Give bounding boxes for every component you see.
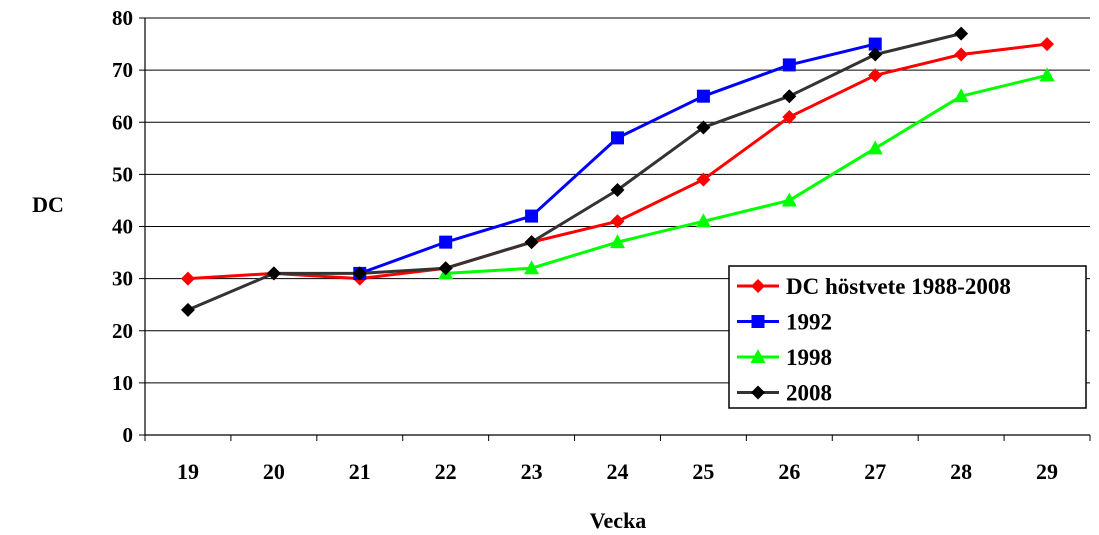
data-point xyxy=(867,140,883,155)
gridlines xyxy=(145,17,1090,384)
data-point xyxy=(696,89,710,103)
y-tick-labels: 0 10 20 30 40 50 60 70 80 xyxy=(112,6,133,447)
data-point xyxy=(438,261,453,276)
y-tick-label: 0 xyxy=(123,423,134,447)
data-point xyxy=(782,110,797,125)
series-dc-h-stvete-1988-2008 xyxy=(180,37,1055,286)
x-tick-label: 27 xyxy=(864,459,886,484)
data-point xyxy=(782,89,797,104)
x-tick-label: 19 xyxy=(177,459,199,484)
data-point xyxy=(953,88,969,103)
series-line xyxy=(445,73,1048,275)
data-point xyxy=(610,214,625,229)
data-point xyxy=(180,302,195,317)
x-tick-label: 24 xyxy=(607,459,629,484)
x-tick-label: 26 xyxy=(778,459,800,484)
data-point xyxy=(180,271,195,286)
x-tick-label: 22 xyxy=(435,459,457,484)
x-tick-label: 23 xyxy=(521,459,543,484)
y-tick-label: 20 xyxy=(112,319,133,343)
x-tick-label: 25 xyxy=(692,459,714,484)
data-point xyxy=(781,192,797,207)
y-axis-label: DC xyxy=(32,192,64,217)
data-point xyxy=(1039,67,1055,82)
legend-box xyxy=(728,265,1087,409)
data-point xyxy=(868,37,882,51)
axes xyxy=(139,17,1091,441)
x-axis-label: Vecka xyxy=(590,508,647,533)
y-tick-label: 40 xyxy=(112,215,133,239)
legend-marker xyxy=(751,385,765,400)
data-point xyxy=(1040,37,1055,52)
data-point xyxy=(610,183,625,198)
data-point xyxy=(266,266,281,281)
legend-marker xyxy=(751,315,765,328)
data-point xyxy=(611,131,624,145)
series-2008 xyxy=(180,26,969,317)
series-line xyxy=(187,32,962,312)
legend: DC höstvete 1988-2008 1992 1998 2008 xyxy=(728,265,1087,409)
y-tick-label: 10 xyxy=(112,371,133,395)
data-point xyxy=(868,47,883,62)
x-tick-label: 21 xyxy=(349,459,371,484)
data-point xyxy=(954,47,969,62)
data-point xyxy=(524,260,540,275)
legend-label: 1998 xyxy=(786,345,832,370)
data-point xyxy=(525,209,539,223)
legend-marker xyxy=(750,349,766,363)
x-tick-labels: 19 20 21 22 23 24 25 26 27 28 29 xyxy=(177,459,1058,484)
y-tick-label: 50 xyxy=(112,162,133,186)
x-tick-label: 29 xyxy=(1036,459,1058,484)
data-point xyxy=(696,172,711,187)
x-tick-label: 28 xyxy=(950,459,972,484)
data-point xyxy=(439,235,453,249)
y-tick-label: 60 xyxy=(112,110,133,134)
legend-label: 1992 xyxy=(786,310,832,335)
data-point xyxy=(782,58,796,72)
data-point xyxy=(352,266,367,281)
data-point xyxy=(868,68,883,83)
legend-label: DC höstvete 1988-2008 xyxy=(786,274,1011,299)
legend-label: 2008 xyxy=(786,381,832,406)
x-tick-label: 20 xyxy=(263,459,285,484)
series-group xyxy=(180,26,1055,317)
data-point xyxy=(696,120,711,135)
data-point xyxy=(610,234,625,249)
legend-marker xyxy=(751,279,765,293)
series-1992 xyxy=(353,37,882,280)
y-tick-label: 30 xyxy=(112,267,133,291)
data-point xyxy=(524,235,539,250)
data-point xyxy=(954,26,969,41)
y-tick-label: 80 xyxy=(112,6,133,30)
y-tick-label: 70 xyxy=(112,58,133,82)
data-point xyxy=(695,213,711,228)
